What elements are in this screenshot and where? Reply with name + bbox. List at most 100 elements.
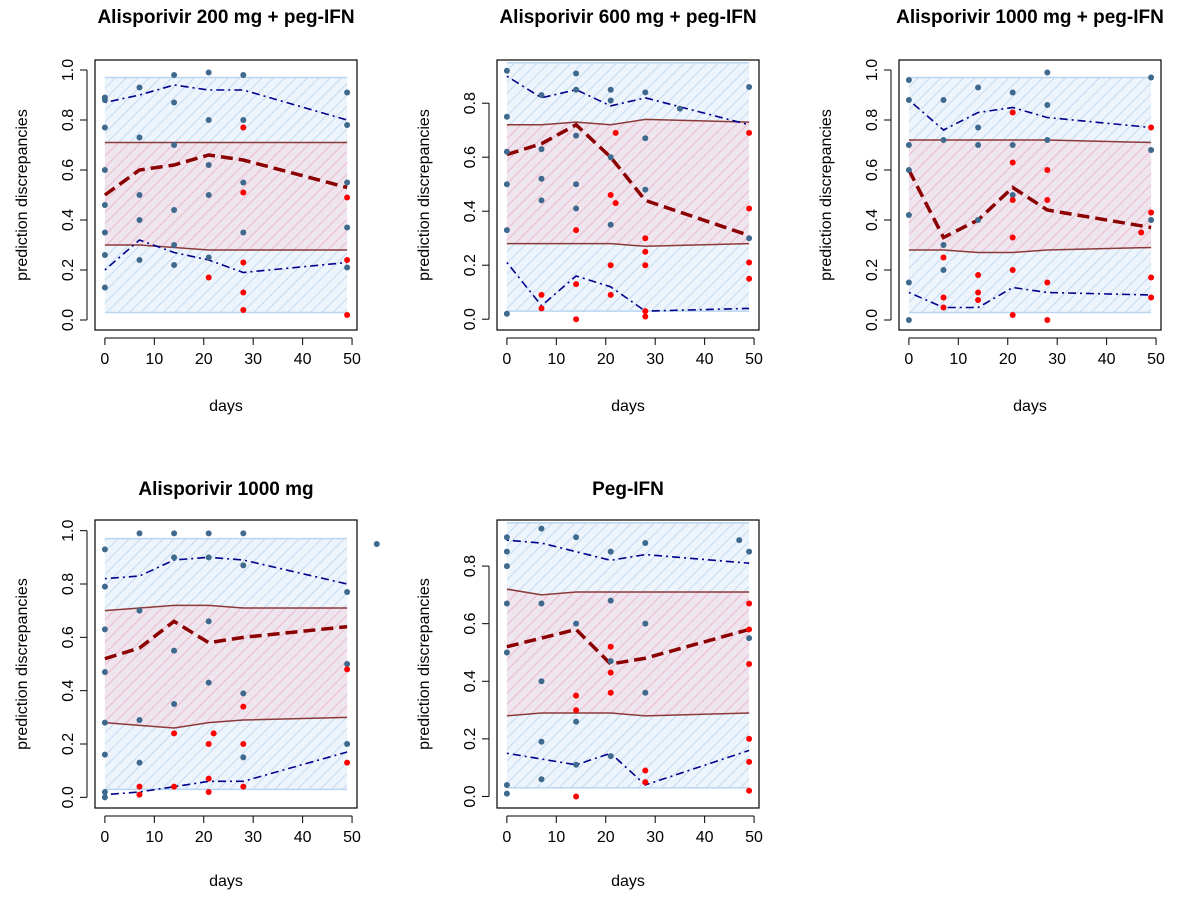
data-point [1044, 167, 1051, 173]
x-tick-label: 20 [597, 829, 615, 846]
data-point [940, 267, 947, 273]
data-point [1009, 312, 1016, 318]
data-point [101, 284, 108, 291]
data-point [240, 530, 247, 537]
y-axis-label: prediction discrepancies [416, 109, 433, 281]
data-point [205, 554, 212, 561]
prediction-band [104, 605, 348, 728]
y-tick-label: 0.2 [60, 259, 77, 281]
data-point [573, 281, 580, 288]
data-point [136, 84, 143, 91]
data-point [503, 67, 510, 74]
y-tick-label: 0.8 [462, 92, 479, 114]
data-point [642, 248, 649, 255]
data-point [205, 274, 212, 281]
data-point [642, 689, 649, 696]
y-tick-label: 0.6 [60, 626, 77, 648]
chart-title: Alisporivir 1000 mg + peg-IFN [896, 7, 1164, 28]
y-tick-label: 0.0 [60, 309, 77, 331]
percentile-line [506, 749, 750, 786]
data-point [171, 701, 178, 707]
prediction-band [506, 119, 750, 247]
plot-area [506, 522, 750, 789]
y-tick-label: 0.0 [60, 786, 77, 808]
percentile-line [908, 286, 1152, 309]
data-point [171, 783, 178, 790]
y-tick-label: 0.6 [864, 159, 881, 181]
data-point [136, 717, 143, 723]
data-point [940, 137, 947, 143]
data-point [240, 72, 247, 78]
x-tick-label: 40 [1098, 351, 1116, 368]
data-point [240, 703, 247, 710]
data-point [573, 132, 580, 139]
y-axis-label: prediction discrepancies [14, 109, 31, 281]
data-point [975, 217, 982, 223]
data-point [205, 254, 212, 261]
y-tick-label: 0.2 [462, 254, 479, 276]
data-point [607, 86, 614, 93]
data-point [101, 794, 108, 801]
data-point [101, 202, 108, 208]
data-point [940, 294, 947, 301]
data-point [171, 207, 178, 213]
data-point [940, 304, 947, 311]
data-point [538, 197, 545, 204]
data-point [344, 194, 351, 201]
x-tick-label: 30 [646, 829, 664, 846]
plot-frame [94, 59, 358, 331]
data-point [573, 70, 580, 77]
data-point [905, 167, 912, 173]
band-edge [506, 242, 750, 248]
y-tick-label: 0.0 [864, 309, 881, 331]
data-point [240, 259, 247, 266]
data-point [101, 751, 108, 758]
data-point [607, 597, 614, 604]
y-tick-label: 0.2 [864, 259, 881, 281]
data-point [101, 789, 108, 795]
prediction-band [908, 140, 1152, 253]
data-point [1148, 124, 1155, 131]
data-point [573, 707, 580, 714]
data-point [240, 289, 247, 296]
prediction-band [506, 589, 750, 716]
data-point [1009, 142, 1016, 148]
panel: 0 10 20 30 40 50 0.0 0.2 0.4 0.6 0.8 1.0 Alisporivir… [14, 7, 361, 415]
data-point [503, 534, 510, 541]
data-point [1044, 137, 1051, 143]
data-point [1148, 217, 1155, 223]
x-tick-label: 50 [343, 351, 361, 368]
data-point [573, 761, 580, 768]
percentile-line [104, 556, 348, 585]
band-edge [506, 588, 750, 596]
data-point [612, 200, 619, 207]
percentile-line [104, 619, 348, 661]
data-point [344, 89, 351, 96]
data-point [905, 212, 912, 218]
data-point [240, 307, 247, 313]
percentile-line [103, 153, 348, 197]
data-point [240, 179, 247, 186]
data-point [1148, 294, 1155, 301]
data-point [607, 97, 614, 104]
data-point [905, 97, 912, 103]
percentile-line [506, 539, 750, 564]
data-point [1044, 317, 1051, 323]
x-tick-label: 50 [745, 829, 763, 846]
data-point [1148, 147, 1155, 153]
data-point [573, 205, 580, 212]
x-tick-label: 40 [294, 351, 312, 368]
data-point [503, 148, 510, 155]
data-point [136, 530, 143, 537]
data-point [171, 730, 178, 737]
data-point [975, 124, 982, 131]
data-point [503, 790, 510, 797]
data-point [101, 546, 108, 553]
y-tick-label: 0.8 [864, 109, 881, 131]
data-point [373, 541, 380, 547]
panel: 0 10 20 30 40 50 0.0 0.2 0.4 0.6 0.8 Alisporivir 60… [416, 7, 763, 415]
x-axis-label: days [611, 398, 645, 415]
x-tick-label: 20 [999, 351, 1017, 368]
data-point [642, 540, 649, 547]
